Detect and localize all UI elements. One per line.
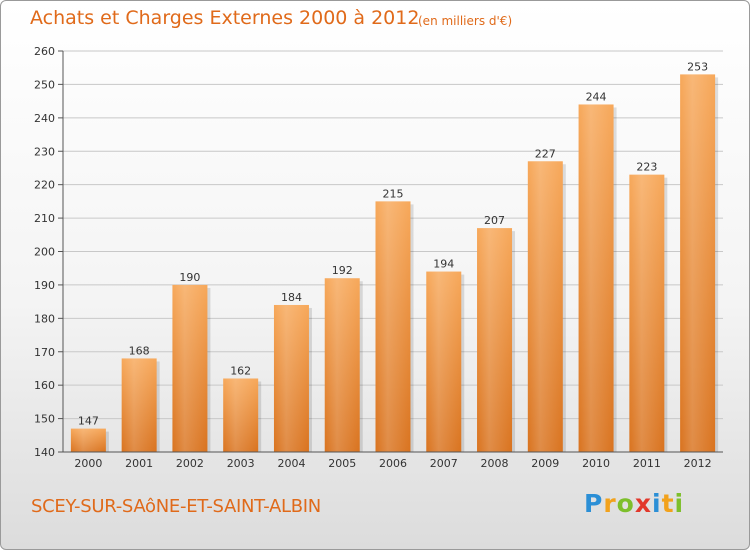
x-tick-label: 2003 (227, 457, 255, 470)
bars: 147 168 190 162 184 192 215 194 207 227 244 223 253 (70, 60, 719, 453)
x-tick-label: 2010 (582, 457, 610, 470)
logo-letter: x (634, 489, 652, 518)
x-tick-label: 2007 (430, 457, 458, 470)
logo-letter: i (674, 489, 685, 518)
bar-value-label: 194 (433, 258, 454, 271)
x-axis: 2000 2001 2002 2003 2004 2005 2006 2007 2008 2009… (63, 451, 723, 470)
logo-letter: t (661, 489, 675, 518)
y-tick-label: 250 (34, 78, 55, 91)
y-tick-label: 220 (34, 179, 55, 192)
y-tick-label: 170 (34, 346, 55, 359)
proxiti-logo: Proxiti (584, 489, 684, 518)
x-tick-label: 2009 (531, 457, 559, 470)
logo-letter: i (652, 489, 662, 518)
y-tick-label: 150 (34, 413, 55, 426)
y-tick-label: 200 (34, 246, 55, 259)
bar-highlight (578, 104, 614, 452)
bar-highlight (680, 74, 716, 453)
bar-highlight (172, 284, 208, 452)
x-tick-label: 2000 (74, 457, 102, 470)
logo-letter: r (603, 489, 617, 518)
bar-value-label: 190 (179, 271, 200, 284)
y-tick-label: 230 (34, 145, 55, 158)
y-tick-label: 210 (34, 212, 55, 225)
bar-highlight (70, 428, 106, 452)
bar-highlight (629, 174, 665, 452)
y-tick-label: 260 (34, 45, 55, 58)
y-axis: 140 150 160 170 180 190 200 210 220 230 240 250 260 (34, 45, 64, 459)
bar-highlight (324, 278, 360, 452)
y-tick-label: 180 (34, 312, 55, 325)
x-tick-label: 2005 (328, 457, 356, 470)
logo-letter: o (616, 489, 635, 518)
y-tick-label: 190 (34, 279, 55, 292)
bar-value-label: 147 (78, 415, 99, 428)
bar-value-label: 227 (535, 147, 556, 160)
y-tick-label: 140 (34, 446, 55, 459)
bar-value-label: 207 (484, 214, 505, 227)
bar-value-label: 244 (586, 90, 607, 103)
bar-highlight (527, 161, 563, 452)
bar-highlight (477, 228, 513, 452)
place-name: SCEY-SUR-SAôNE-ET-SAINT-ALBIN (31, 496, 321, 517)
x-tick-label: 2011 (633, 457, 661, 470)
x-tick-label: 2004 (277, 457, 305, 470)
bar-highlight (426, 271, 462, 452)
x-tick-label: 2008 (481, 457, 509, 470)
bar-value-label: 253 (687, 60, 708, 73)
bar-value-label: 162 (230, 364, 251, 377)
y-tick-label: 160 (34, 379, 55, 392)
chart-title: Achats et Charges Externes 2000 à 2012 (30, 7, 420, 29)
bar-highlight (273, 304, 309, 452)
bar-highlight (375, 201, 411, 452)
logo-letter: P (584, 489, 604, 518)
x-tick-label: 2006 (379, 457, 407, 470)
bar-value-label: 192 (332, 264, 353, 277)
bar-value-label: 168 (129, 344, 150, 357)
chart-subtitle: (en milliers d'€) (418, 14, 513, 28)
bar-value-label: 215 (383, 187, 404, 200)
y-tick-label: 240 (34, 112, 55, 125)
x-tick-label: 2002 (176, 457, 204, 470)
x-tick-label: 2012 (684, 457, 712, 470)
x-tick-label: 2001 (125, 457, 153, 470)
bar-value-label: 184 (281, 291, 302, 304)
bar-value-label: 223 (636, 161, 657, 174)
bar-highlight (121, 358, 157, 452)
bar-highlight (223, 378, 259, 452)
